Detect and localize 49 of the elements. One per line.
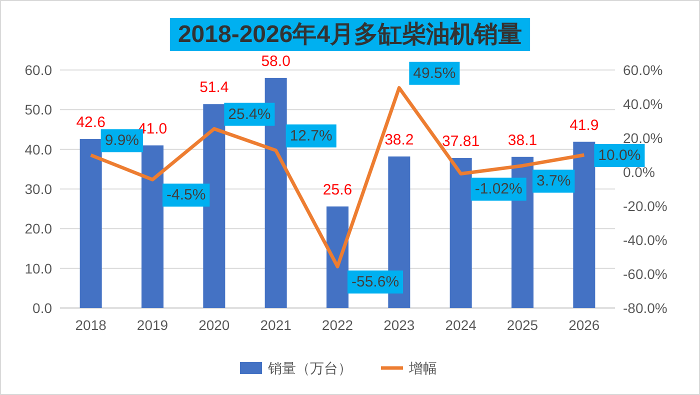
data-label: 12.7% xyxy=(290,127,332,144)
legend-label: 销量（万台） xyxy=(267,360,352,376)
y2-tick-label: 40.0% xyxy=(623,96,663,112)
data-label: 25.6 xyxy=(322,181,352,198)
data-label: 25.4% xyxy=(228,106,271,123)
x-tick-label: 2021 xyxy=(260,317,292,333)
x-tick-label: 2023 xyxy=(384,317,415,333)
y-tick-label: 0.0 xyxy=(32,300,52,316)
data-label: 10.0% xyxy=(598,147,641,164)
y2-tick-label: -60.0% xyxy=(623,266,668,282)
y2-tick-label: 0.0% xyxy=(623,164,655,180)
y-tick-label: 10.0 xyxy=(24,260,52,276)
bar xyxy=(142,145,164,308)
data-label: 3.7% xyxy=(536,172,571,190)
y2-tick-label: -40.0% xyxy=(623,232,668,248)
y-tick-label: 30.0 xyxy=(24,181,52,197)
data-label: 51.4 xyxy=(200,79,229,96)
x-tick-label: 2025 xyxy=(506,317,538,333)
data-label: 38.1 xyxy=(508,132,538,149)
data-label: 49.5% xyxy=(413,64,456,82)
x-tick-label: 2019 xyxy=(136,317,168,333)
bar xyxy=(80,139,102,308)
legend-label: 增幅 xyxy=(408,360,437,376)
x-tick-label: 2020 xyxy=(198,317,230,333)
data-label: 41.9 xyxy=(570,116,599,134)
bar xyxy=(573,142,596,308)
bar xyxy=(326,206,348,308)
x-tick-label: 2022 xyxy=(322,317,354,333)
x-tick-label: 2024 xyxy=(445,317,477,333)
y-tick-label: 20.0 xyxy=(24,220,52,237)
y2-tick-label: -80.0% xyxy=(623,300,668,316)
data-label: -55.6% xyxy=(352,274,400,291)
data-label: 58.0 xyxy=(261,52,290,70)
y-tick-label: 50.0 xyxy=(24,102,52,118)
data-label: 38.2 xyxy=(384,131,414,148)
data-label: 37.81 xyxy=(442,133,480,150)
y-tick-label: 60.0 xyxy=(24,62,52,78)
data-label: -4.5% xyxy=(166,186,206,204)
data-label: -1.02% xyxy=(474,180,522,198)
data-label: 9.9% xyxy=(104,132,140,150)
y2-tick-label: 60.0% xyxy=(623,62,663,78)
y-tick-label: 40.0 xyxy=(24,141,52,158)
data-label: 42.6 xyxy=(76,114,106,132)
x-tick-label: 2018 xyxy=(75,317,107,333)
y2-tick-label: -20.0% xyxy=(623,198,668,214)
x-tick-label: 2026 xyxy=(568,317,600,333)
chart-title: 2018-2026年4月多缸柴油机销量 xyxy=(178,21,522,48)
y2-tick-label: 20.0% xyxy=(623,130,663,146)
bar xyxy=(450,158,472,308)
